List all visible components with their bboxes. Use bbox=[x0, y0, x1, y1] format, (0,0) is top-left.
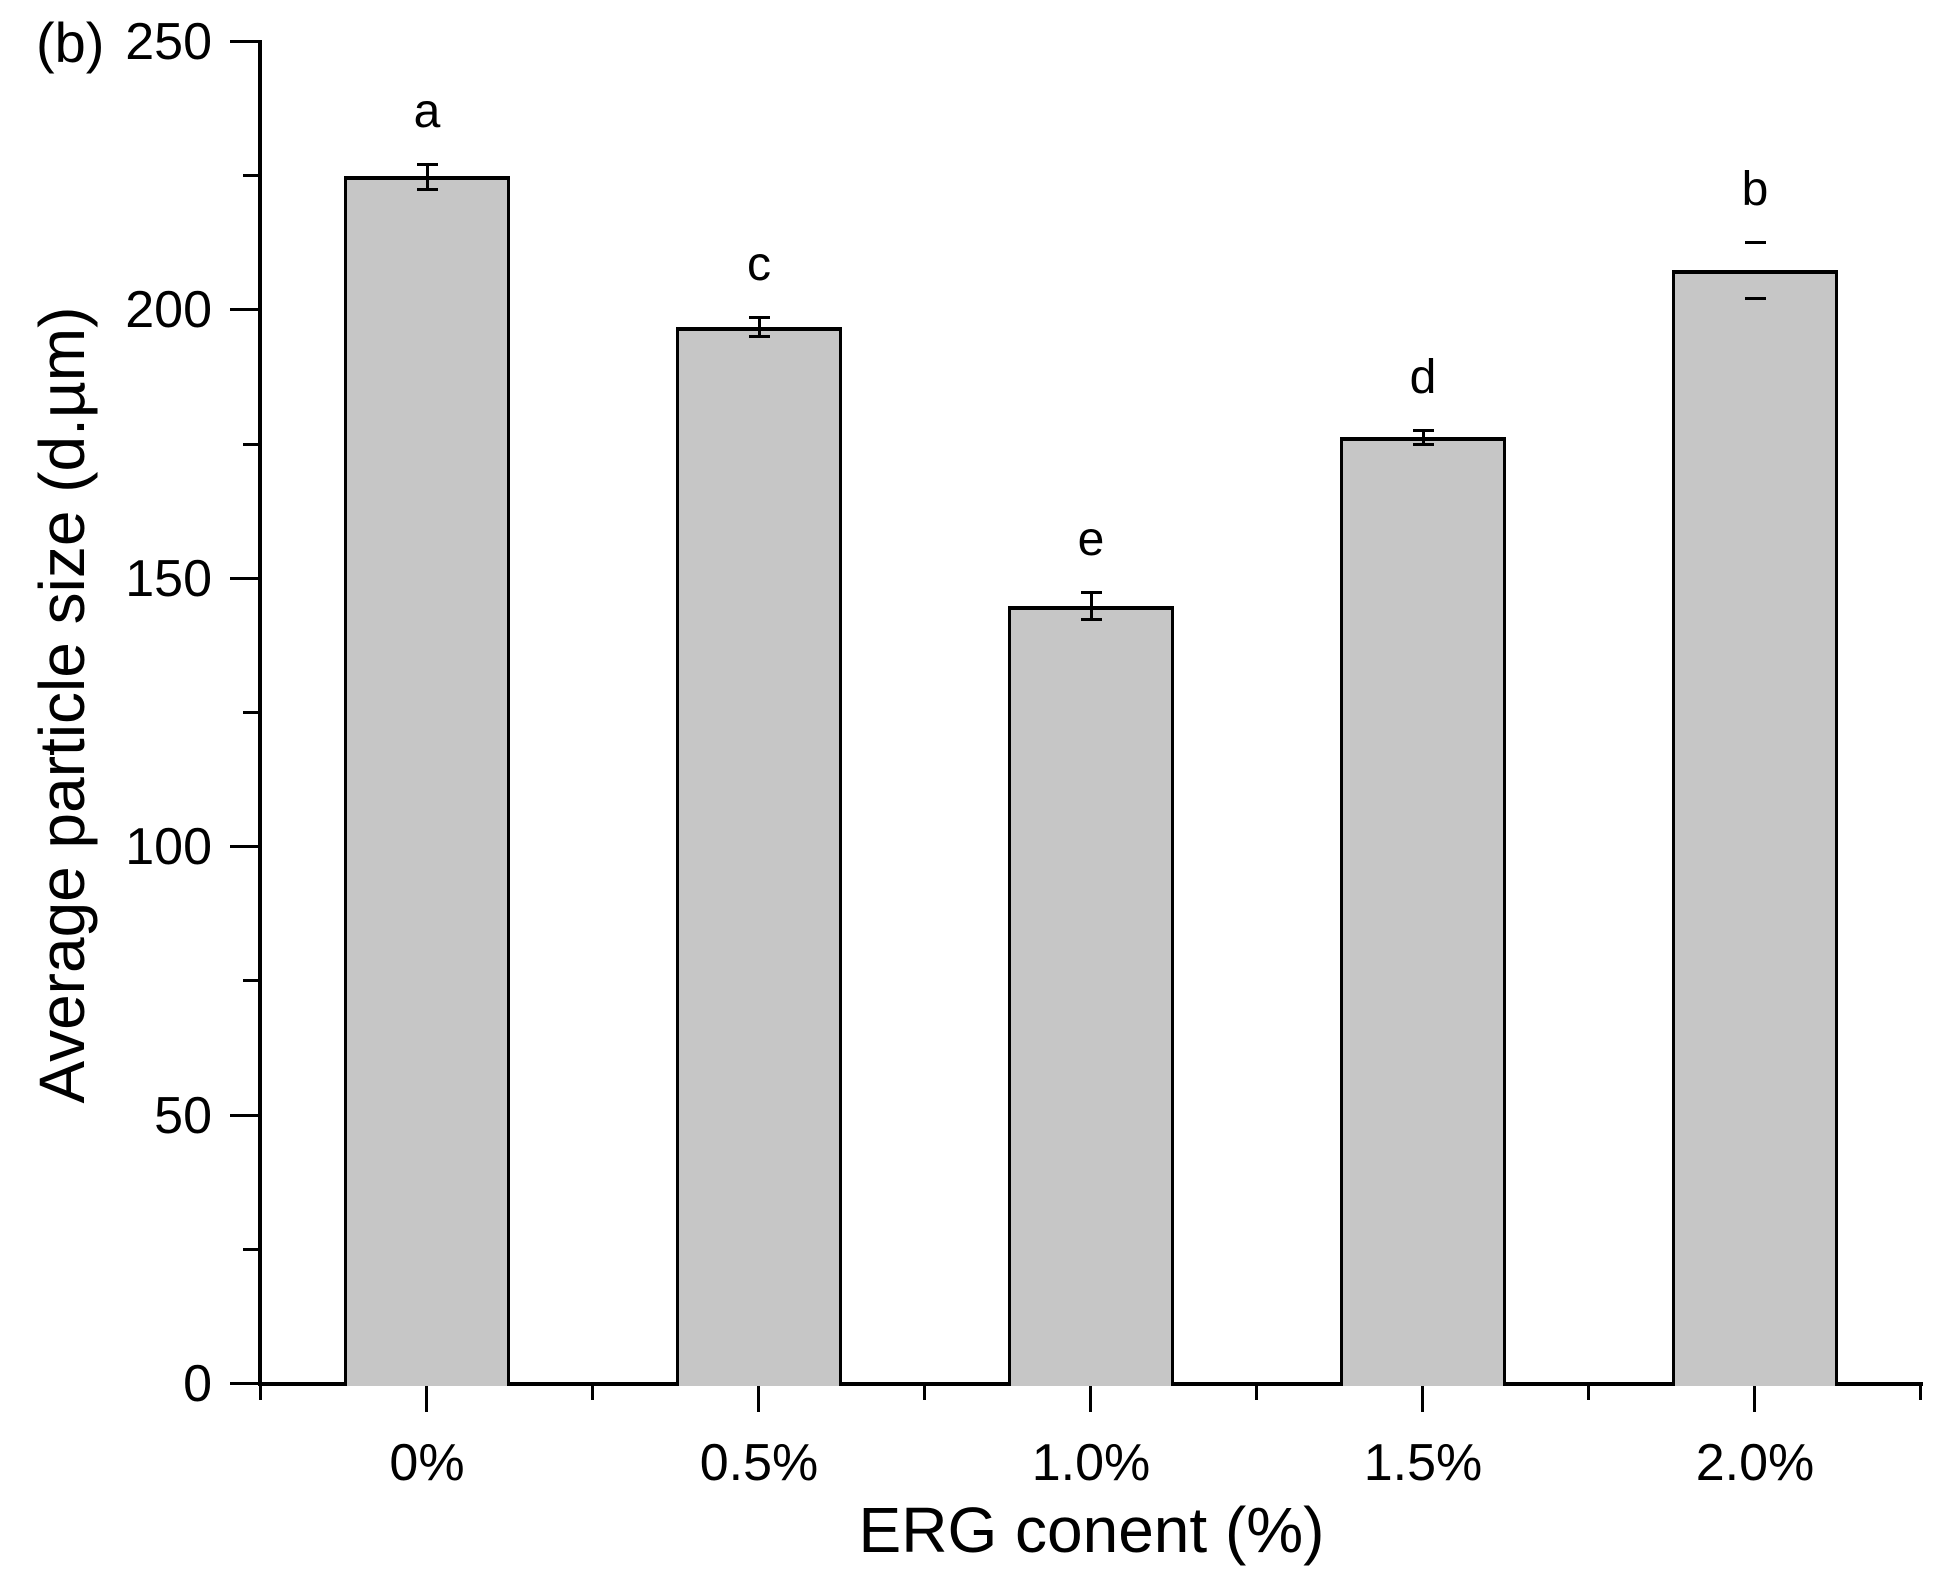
error-bar-line bbox=[1090, 592, 1093, 619]
error-bar-cap-top bbox=[1413, 429, 1434, 432]
error-bar-line bbox=[758, 317, 761, 336]
x-minor-tick bbox=[923, 1386, 926, 1400]
sig-letter: a bbox=[413, 85, 441, 138]
error-bar-cap-bottom bbox=[1745, 297, 1766, 300]
y-tick-label: 150 bbox=[125, 550, 212, 608]
y-major-tick bbox=[230, 845, 258, 848]
bar bbox=[676, 327, 842, 1386]
y-major-tick bbox=[230, 40, 258, 43]
x-major-tick bbox=[1089, 1386, 1092, 1412]
y-axis-line bbox=[258, 40, 262, 1386]
error-bar-cap-top bbox=[417, 163, 438, 166]
x-minor-tick bbox=[259, 1386, 262, 1400]
x-major-tick bbox=[425, 1386, 428, 1412]
x-tick-label: 1.5% bbox=[1363, 1434, 1483, 1492]
sig-letter: b bbox=[1741, 163, 1769, 216]
y-major-tick bbox=[230, 1382, 258, 1385]
x-tick-label: 0.5% bbox=[699, 1434, 819, 1492]
x-minor-tick bbox=[1587, 1386, 1590, 1400]
error-bar-cap-top bbox=[1081, 591, 1102, 594]
y-tick-label: 200 bbox=[125, 281, 212, 339]
y-tick-label: 100 bbox=[125, 818, 212, 876]
y-tick-label: 0 bbox=[183, 1355, 212, 1413]
error-bar-cap-top bbox=[1745, 241, 1766, 244]
y-minor-tick bbox=[243, 443, 258, 446]
error-bar-cap-top bbox=[749, 316, 770, 319]
y-minor-tick bbox=[243, 1248, 258, 1251]
x-tick-label: 0% bbox=[389, 1434, 465, 1492]
y-minor-tick bbox=[243, 711, 258, 714]
error-bar-cap-bottom bbox=[749, 335, 770, 338]
y-tick-label: 50 bbox=[154, 1087, 212, 1145]
y-axis-title: Average particle size (d.µm) bbox=[26, 306, 98, 1104]
bar bbox=[1008, 606, 1174, 1386]
y-minor-tick bbox=[243, 174, 258, 177]
error-bar-cap-bottom bbox=[417, 188, 438, 191]
bar bbox=[1340, 437, 1506, 1386]
x-tick-label: 1.0% bbox=[1031, 1434, 1151, 1492]
x-major-tick bbox=[1421, 1386, 1424, 1412]
y-tick-label: 250 bbox=[125, 13, 212, 71]
x-tick-label: 2.0% bbox=[1695, 1434, 1815, 1492]
error-bar-line bbox=[1422, 430, 1425, 444]
sig-letter: c bbox=[747, 238, 771, 291]
y-minor-tick bbox=[243, 979, 258, 982]
x-minor-tick bbox=[1255, 1386, 1258, 1400]
y-major-tick bbox=[230, 577, 258, 580]
bar bbox=[1672, 270, 1838, 1386]
x-minor-tick bbox=[1919, 1386, 1922, 1400]
sig-letter: e bbox=[1077, 513, 1105, 566]
error-bar-cap-bottom bbox=[1413, 443, 1434, 446]
x-minor-tick bbox=[591, 1386, 594, 1400]
x-major-tick bbox=[1753, 1386, 1756, 1412]
error-bar-cap-bottom bbox=[1081, 618, 1102, 621]
sig-letter: d bbox=[1409, 351, 1437, 404]
y-major-tick bbox=[230, 1114, 258, 1117]
y-major-tick bbox=[230, 308, 258, 311]
error-bar-line bbox=[426, 164, 429, 189]
panel-label: (b) bbox=[36, 11, 105, 74]
x-axis-title: ERG conent (%) bbox=[858, 1494, 1325, 1566]
bar bbox=[344, 176, 510, 1386]
x-major-tick bbox=[757, 1386, 760, 1412]
